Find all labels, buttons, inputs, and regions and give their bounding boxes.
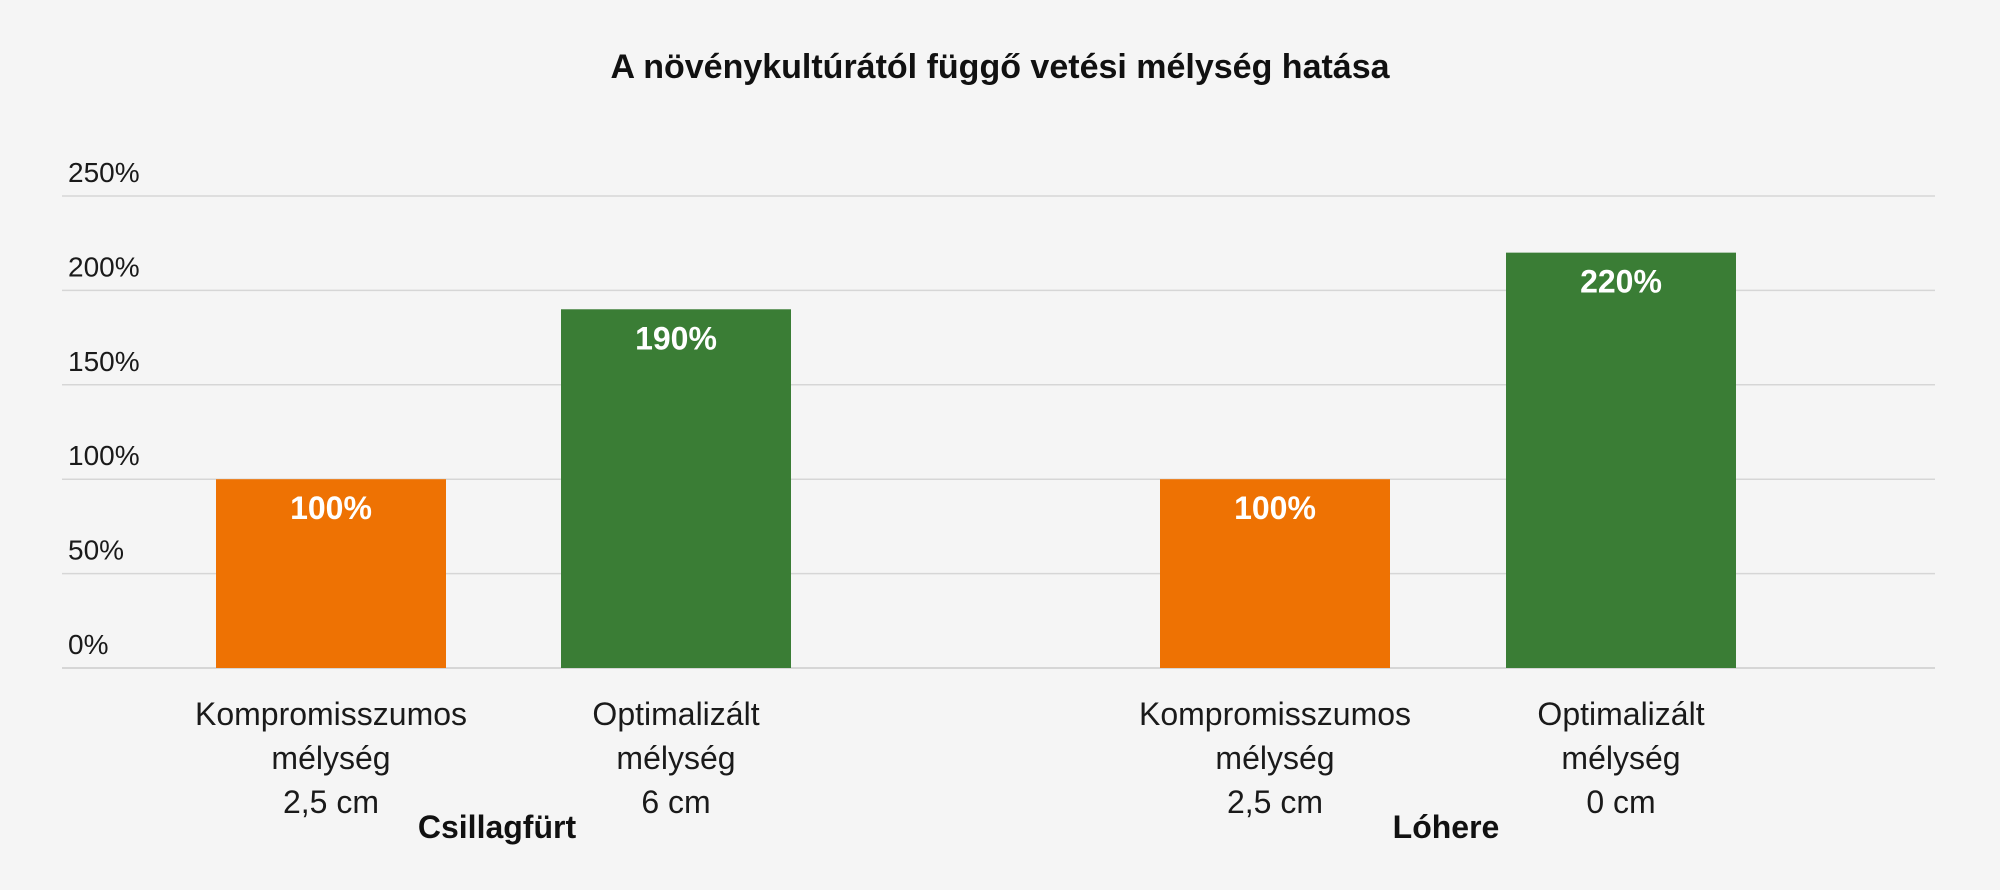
y-tick-label: 50% [68,535,124,566]
category-label-line: Optimalizált [1537,696,1704,732]
bar-value-label: 190% [635,320,717,356]
category-labels: Kompromisszumos mélység 2,5 cm Optimalizált… [195,696,1705,845]
bar-value-label: 100% [1234,490,1316,526]
category-label-line: 2,5 cm [283,784,379,820]
bar-compromise [216,479,446,668]
bar-value-label: 220% [1580,264,1662,300]
y-tick-label: 250% [68,157,140,188]
y-tick-label: 150% [68,346,140,377]
y-tick-label: 0% [68,629,108,660]
category-label-line: mélység [1215,740,1334,776]
bar-value-label: 100% [290,490,372,526]
category-label-line: 0 cm [1586,784,1655,820]
chart-title: A növénykultúrától függő vetési mélység … [610,48,1390,86]
category-label-line: mélység [1561,740,1680,776]
category-label-line: 2,5 cm [1227,784,1323,820]
group-label: Csillagfürt [418,809,577,845]
category-label-line: mélység [616,740,735,776]
bar-compromise [1160,479,1390,668]
category-label-line: 6 cm [641,784,710,820]
bar-optimized [1506,252,1736,668]
y-axis-ticks: 0% 50% 100% 150% 200% 250% [68,157,140,660]
group-label: Lóhere [1393,809,1500,845]
category-label-line: Optimalizált [592,696,759,732]
bar-optimized [561,309,791,668]
bars: 100% 190% 100% 220% [216,252,1736,668]
y-tick-label: 100% [68,440,140,471]
category-label-line: mélység [271,740,390,776]
category-label-line: Kompromisszumos [195,696,467,732]
y-tick-label: 200% [68,251,140,282]
category-label-line: Kompromisszumos [1139,696,1411,732]
